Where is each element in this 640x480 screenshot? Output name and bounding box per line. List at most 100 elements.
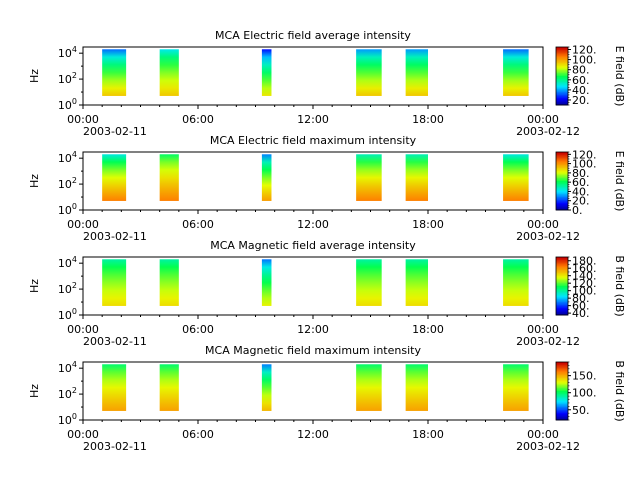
colorbar-band — [556, 86, 568, 89]
colorbar-band — [556, 202, 568, 205]
x-tick-label: 06:00 — [182, 428, 214, 441]
colorbar-band — [556, 283, 568, 286]
colorbar-tick-label: 50. — [572, 404, 590, 417]
x-date-label-start: 2003-02-11 — [83, 125, 147, 138]
spectrogram-block — [356, 154, 382, 201]
colorbar-band — [556, 169, 568, 172]
y-axis-label: Hz — [28, 174, 41, 188]
colorbar-band — [556, 157, 568, 160]
colorbar-band — [556, 294, 568, 297]
colorbar-band — [556, 399, 568, 402]
x-tick-label: 00:00 — [67, 323, 99, 336]
colorbar-band — [556, 181, 568, 183]
colorbar-band — [556, 364, 568, 367]
colorbar-band — [556, 268, 568, 271]
x-tick-label: 06:00 — [182, 113, 214, 126]
colorbar-band — [556, 77, 568, 80]
spectrogram-block — [356, 259, 382, 306]
axes-frame — [82, 151, 544, 211]
colorbar-band — [556, 290, 568, 293]
colorbar-band — [556, 199, 568, 202]
colorbar-band — [556, 192, 568, 195]
spectrogram-block — [503, 49, 529, 96]
panel-4: MCA Magnetic field maximum intensity 100 1… — [28, 344, 626, 453]
colorbar-tick-label: 80. — [572, 292, 590, 305]
colorbar-band — [556, 102, 568, 105]
panel-1: MCA Electric field average intensity 100 1… — [28, 29, 626, 138]
colorbar-band — [556, 382, 568, 385]
colorbar-band — [556, 406, 568, 409]
colorbar-band — [556, 391, 568, 393]
colorbar-band — [556, 309, 568, 312]
spectrogram-block — [261, 259, 272, 306]
x-tick-label: 06:00 — [182, 323, 214, 336]
colorbar-tick-label: 180. — [572, 255, 597, 268]
colorbar-band — [556, 386, 568, 389]
colorbar-band — [556, 160, 568, 163]
spectrogram-block — [261, 364, 272, 411]
x-tick-label: 12:00 — [297, 218, 329, 231]
spectrogram-block — [102, 154, 127, 201]
colorbar-tick-label: 60. — [572, 176, 590, 189]
colorbar-band — [556, 87, 568, 90]
colorbar-band — [556, 402, 568, 405]
colorbar-band — [556, 372, 568, 375]
colorbar-band — [556, 47, 568, 49]
x-date-label-end: 2003-02-12 — [516, 335, 580, 348]
colorbar-band — [556, 70, 568, 73]
colorbar-band — [556, 385, 568, 388]
colorbar-band — [556, 393, 568, 396]
colorbar-band — [556, 293, 568, 296]
spectrogram-block — [503, 154, 529, 201]
colorbar-band — [556, 313, 568, 316]
colorbar-band — [556, 369, 568, 372]
colorbar-band — [556, 73, 568, 76]
panel-title: MCA Electric field maximum intensity — [210, 134, 417, 147]
panel-2: MCA Electric field maximum intensity 100 1… — [28, 134, 626, 243]
colorbar-band — [556, 296, 568, 299]
colorbar-band — [556, 404, 568, 406]
colorbar-band — [556, 182, 568, 185]
x-tick-label: 00:00 — [527, 218, 559, 231]
colorbar-tick-label: 80. — [572, 64, 590, 77]
colorbar-band — [556, 55, 568, 58]
colorbar-band — [556, 176, 568, 179]
colorbar-band — [556, 267, 568, 270]
colorbar-band — [556, 303, 568, 306]
colorbar-band — [556, 188, 568, 191]
colorbar-band — [556, 80, 568, 83]
colorbar-band — [556, 379, 568, 382]
colorbar-band — [556, 264, 568, 267]
y-axis-label: Hz — [28, 384, 41, 398]
x-date-label-end: 2003-02-12 — [516, 125, 580, 138]
spectrogram-block — [405, 49, 428, 96]
x-tick-label: 00:00 — [527, 113, 559, 126]
y-tick-label: 102 — [58, 176, 77, 191]
colorbar-band — [556, 265, 568, 268]
colorbar-band — [556, 274, 568, 277]
spectrogram-block — [405, 154, 428, 201]
colorbar-tick-label: 150. — [572, 370, 597, 383]
colorbar-tick-label: 120. — [572, 44, 597, 57]
colorbar-tick-label: 140. — [572, 270, 597, 283]
colorbar-band — [556, 163, 568, 166]
colorbar-band — [556, 270, 568, 272]
colorbar-band — [556, 159, 568, 162]
colorbar-band — [556, 310, 568, 313]
x-tick-label: 18:00 — [412, 323, 444, 336]
colorbar-band — [556, 377, 568, 380]
y-tick-label: 102 — [58, 386, 77, 401]
colorbar-band — [556, 52, 568, 55]
colorbar-band — [556, 312, 568, 315]
spectrogram-block — [102, 364, 127, 411]
colorbar-band — [556, 154, 568, 157]
colorbar-band — [556, 363, 568, 366]
y-tick-label: 100 — [58, 97, 77, 112]
spectrogram-block — [356, 49, 382, 96]
colorbar-frame — [555, 46, 569, 106]
x-date-label-start: 2003-02-11 — [83, 440, 147, 453]
colorbar-band — [556, 301, 568, 304]
colorbar-band — [556, 204, 568, 207]
colorbar-band — [556, 280, 568, 283]
colorbar-band — [556, 165, 568, 167]
